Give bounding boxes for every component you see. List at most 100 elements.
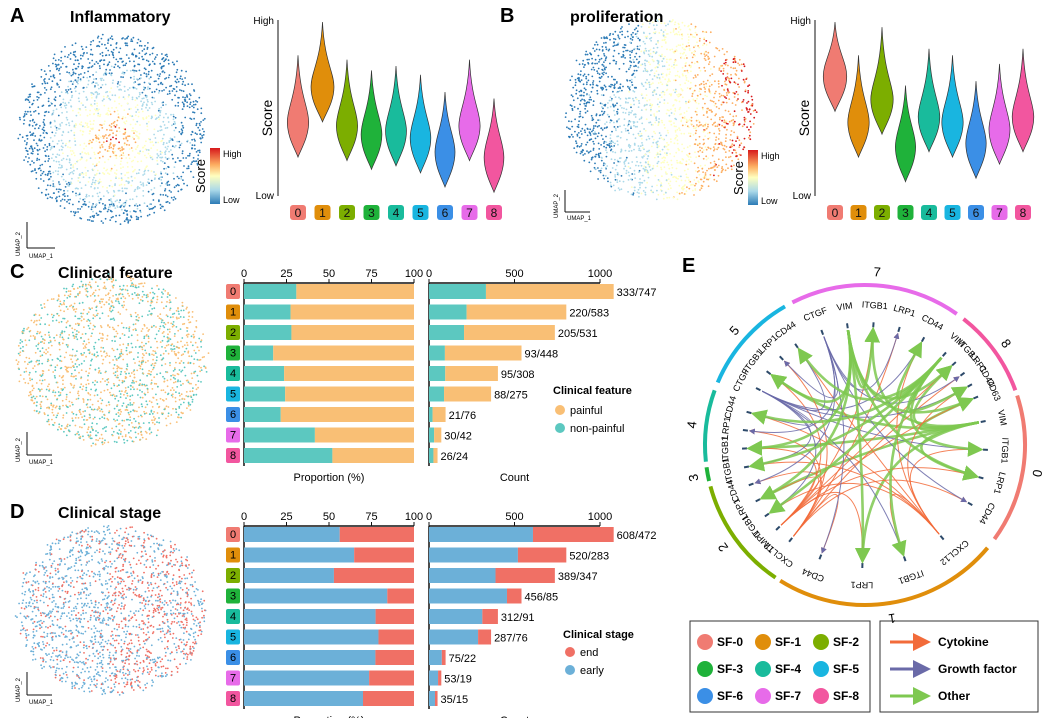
umap-point (19, 133, 21, 136)
umap-point (176, 183, 179, 186)
umap-point (709, 92, 712, 95)
umap-point (109, 133, 111, 136)
umap-point (625, 158, 627, 161)
umap-point (113, 154, 116, 157)
umap-point (41, 354, 44, 357)
umap-point (679, 106, 682, 109)
umap-point (652, 47, 655, 49)
umap-point (184, 116, 187, 119)
umap-point (51, 418, 53, 421)
umap-point (192, 100, 195, 103)
umap-point (702, 30, 704, 33)
umap-point (718, 107, 720, 110)
umap-point (637, 62, 640, 64)
umap-point (54, 339, 56, 342)
umap-point (75, 308, 78, 310)
umap-point (709, 162, 712, 164)
umap-point (63, 300, 66, 302)
umap-point (111, 107, 113, 109)
umap-point (631, 161, 634, 163)
umap-point (673, 79, 675, 82)
umap-point (644, 97, 647, 100)
umap-point (646, 157, 649, 160)
umap-point (717, 99, 720, 102)
umap-point (589, 150, 592, 153)
umap-point (72, 386, 75, 389)
umap-point (677, 44, 680, 46)
umap-point (594, 62, 596, 65)
umap-point (83, 415, 86, 417)
umap-point (126, 394, 129, 397)
umap-point (730, 130, 733, 132)
umap-point (125, 180, 128, 183)
umap-point (648, 83, 651, 86)
umap-point (679, 44, 682, 47)
umap-point (163, 321, 166, 324)
umap-point (116, 348, 119, 351)
umap-point (157, 141, 160, 144)
umap-point (705, 85, 708, 88)
umap-point (90, 445, 93, 447)
umap-point (722, 168, 724, 171)
umap-point (58, 408, 61, 410)
umap-point (191, 161, 194, 164)
umap-point (47, 97, 50, 100)
umap-point (60, 425, 63, 427)
umap-point (150, 431, 153, 434)
umap-point (48, 144, 51, 147)
umap-point (151, 363, 154, 365)
umap-point (662, 33, 664, 35)
umap-point (605, 155, 608, 158)
umap-point (699, 37, 701, 40)
umap-point (120, 430, 122, 433)
umap-point (72, 68, 74, 71)
umap-point (135, 380, 138, 383)
cluster-tag-label: 4 (926, 206, 933, 220)
umap-point (163, 167, 166, 170)
umap-point (61, 148, 63, 151)
umap-point (33, 121, 36, 124)
umap-point (604, 163, 607, 165)
umap-point (31, 134, 34, 137)
umap-point (72, 109, 74, 112)
umap-point (32, 99, 35, 102)
umap-point (161, 90, 164, 92)
umap-point (596, 62, 598, 65)
umap-point (649, 63, 651, 66)
umap-point (182, 126, 185, 129)
umap-point (91, 206, 93, 209)
umap-point (141, 50, 144, 52)
umap-point (630, 193, 633, 196)
umap-point (638, 147, 641, 150)
umap-point (77, 187, 79, 190)
umap-point (134, 130, 137, 132)
umap-point (633, 47, 636, 50)
umap-point (65, 412, 68, 414)
umap-point (40, 191, 43, 194)
umap-point (67, 54, 70, 56)
umap-point (94, 179, 97, 182)
umap-point (623, 107, 625, 110)
umap-point (712, 146, 715, 149)
umap-point (592, 147, 595, 150)
umap-point (34, 110, 37, 112)
umap-point (29, 131, 31, 134)
umap-point (58, 149, 61, 151)
umap-point (42, 147, 45, 149)
umap-point (188, 106, 191, 109)
umap-point (69, 293, 72, 296)
umap-point (623, 44, 626, 46)
umap-point (634, 33, 637, 35)
umap-point (592, 100, 595, 103)
umap-point (26, 138, 29, 140)
umap-point (694, 44, 697, 47)
umap-point (139, 389, 141, 392)
umap-point (65, 168, 68, 171)
umap-point (53, 145, 56, 148)
umap-point (58, 195, 61, 198)
umap-point (196, 133, 198, 136)
umap-point (104, 54, 107, 57)
umap-point (100, 306, 103, 309)
umap-point (93, 295, 96, 297)
umap-point (578, 145, 581, 148)
